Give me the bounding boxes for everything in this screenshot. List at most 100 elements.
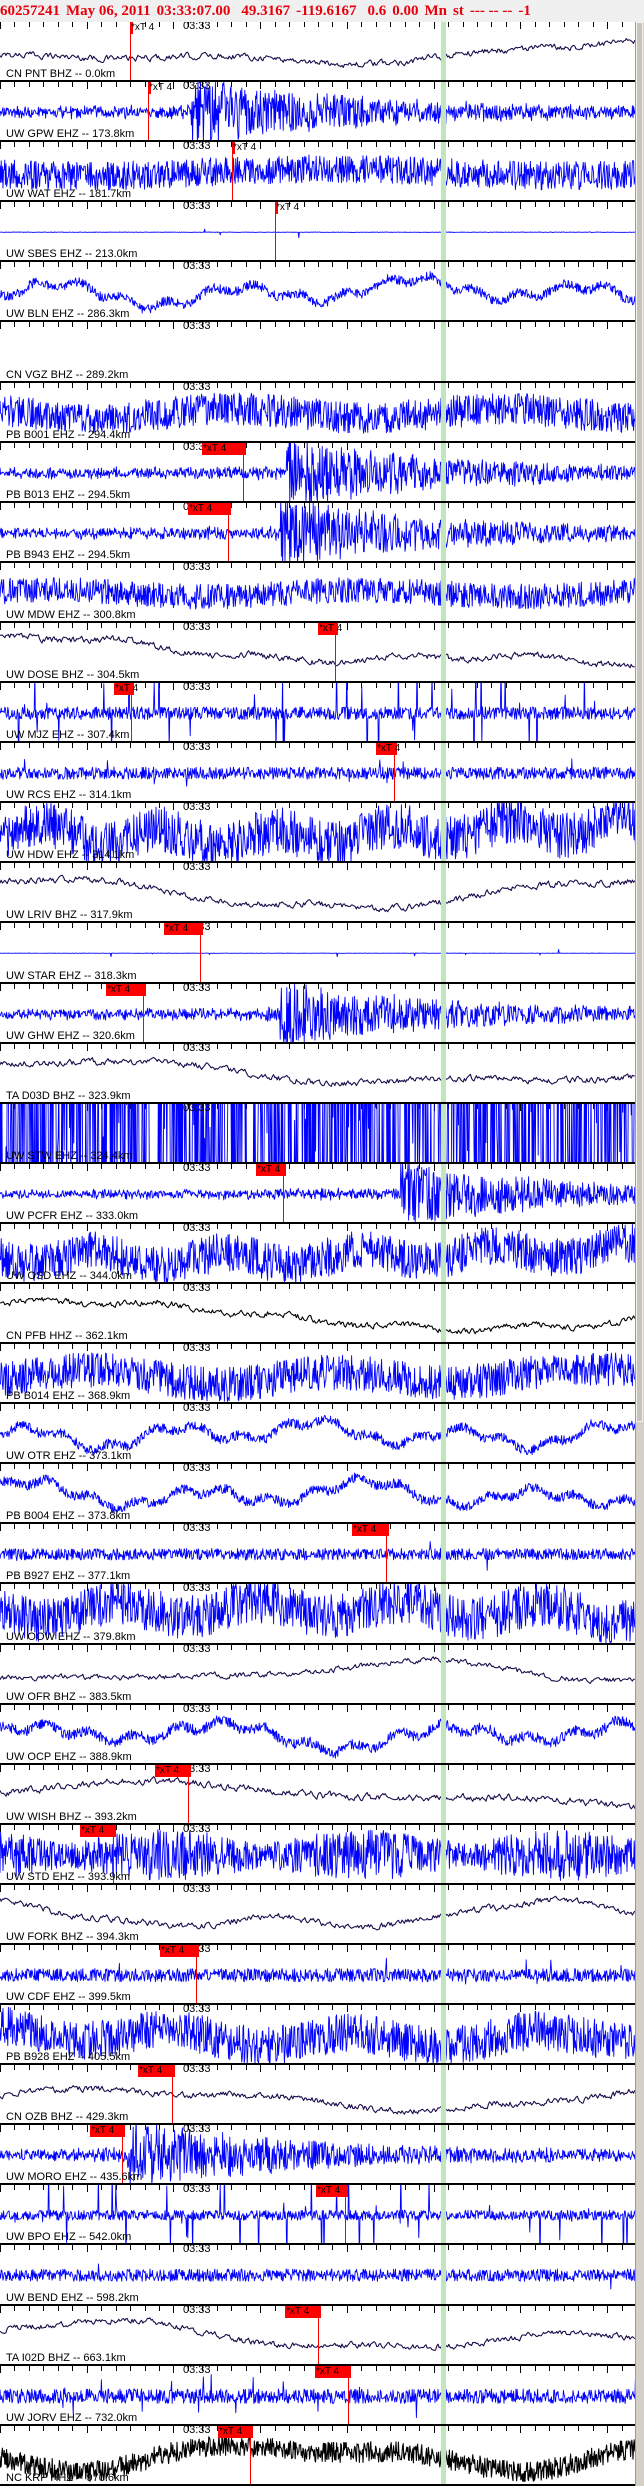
phase-pick-tag[interactable]: *xT 4 (80, 1824, 116, 1837)
trace-panel[interactable]: 03:33 *xT 4 UW BPO EHZ -- 542.0km (0, 2185, 636, 2246)
trace-panel[interactable]: 03:33 UW OCP EHZ -- 388.9km (0, 1704, 636, 1765)
phase-pick-tag[interactable]: *xT 4 (232, 142, 257, 155)
trace-panel[interactable]: 03:33 PB B014 EHZ -- 368.9km (0, 1344, 636, 1405)
phase-pick-line[interactable] (394, 743, 395, 802)
vertical-scrollbar[interactable] (635, 22, 644, 2486)
phase-pick-tag[interactable]: *xT 4 (130, 22, 155, 34)
trace-panel[interactable]: 03:33 UW BEND EHZ -- 598.2km (0, 2245, 636, 2306)
trace-panel[interactable]: 03:33 *xT 4 UW STD EHZ -- 393.9km (0, 1824, 636, 1885)
phase-pick-tag[interactable]: *xT 4 (318, 622, 343, 635)
phase-pick-tag[interactable]: *xT 4 (90, 2125, 125, 2138)
phase-pick-tag[interactable]: *xT 4 (316, 2185, 348, 2198)
trace-panel[interactable]: 03:33 *xT 4 UW SBES EHZ -- 213.0km (0, 202, 636, 263)
trace-panel[interactable]: 03:33 *xT 4 NC KRP HHZ -- 970.6km (0, 2425, 636, 2486)
axis-tick (116, 562, 117, 568)
trace-panel[interactable]: 03:33 UW LRIV BHZ -- 317.9km (0, 863, 636, 924)
trace-panel[interactable]: 03:33 *xT 4 UW WISH BHZ -- 393.2km (0, 1764, 636, 1825)
phase-pick-tag[interactable]: *xT 4 (275, 202, 300, 215)
phase-pick-tag[interactable]: *xT 4 (114, 683, 139, 696)
phase-pick-line[interactable] (172, 2065, 173, 2124)
phase-pick-tag[interactable]: *xT 4 (202, 442, 246, 455)
phase-pick-line[interactable] (113, 1824, 114, 1883)
phase-pick-line[interactable] (275, 202, 276, 261)
phase-pick-line[interactable] (130, 22, 131, 81)
axis-tick (448, 1764, 449, 1770)
trace-panel[interactable]: 03:33 *xT 4 PB B013 EHZ -- 294.5km (0, 442, 636, 503)
phase-pick-line[interactable] (200, 923, 201, 982)
phase-pick-line[interactable] (131, 683, 132, 742)
phase-pick-tag[interactable]: *xT 4 (218, 2425, 253, 2438)
phase-pick-tag[interactable]: *xT 4 (138, 2065, 175, 2078)
trace-panel[interactable]: 03:33 UW HDW EHZ -- 314.1km (0, 803, 636, 864)
trace-panel[interactable]: 03:33 TA D03D BHZ -- 323.9km (0, 1043, 636, 1104)
axis-tick (607, 622, 608, 630)
trace-panel[interactable]: 03:33 *xT 4 PB B927 EHZ -- 377.1km (0, 1524, 636, 1585)
phase-pick-line[interactable] (232, 142, 233, 201)
axis-tick (217, 1945, 218, 1950)
trace-panel[interactable]: 03:33 UW STW EHZ -- 324.4km (0, 1103, 636, 1164)
phase-pick-tag[interactable]: *xT 4 (106, 983, 146, 996)
trace-panel[interactable]: 03:33 UW OFR BHZ -- 383.5km (0, 1644, 636, 1705)
phase-pick-tag[interactable]: *xT 4 (285, 2305, 321, 2318)
phase-pick-line[interactable] (318, 2305, 319, 2364)
phase-pick-line[interactable] (386, 1524, 387, 1583)
axis-tick (622, 923, 623, 929)
trace-panel[interactable]: 03:33*xT 4UW CDF EHZ -- 399.5km (0, 1945, 636, 2006)
axis-tick (564, 1584, 565, 1590)
phase-pick-line[interactable] (335, 622, 336, 682)
trace-panel[interactable]: 03:33 *xT 4 UW PCFR EHZ -- 333.0km (0, 1163, 636, 1224)
trace-panel[interactable]: 03:33 UW BLN EHZ -- 286.3km (0, 262, 636, 323)
phase-pick-line[interactable] (228, 502, 229, 561)
phase-pick-line[interactable] (345, 2185, 346, 2244)
trace-panel[interactable]: 03:33 *xT 4 UW DOSE BHZ -- 304.5km (0, 622, 636, 684)
phase-pick-tag[interactable]: *xT 4 (155, 1764, 191, 1777)
trace-panel[interactable]: 03:33 *xT 4 UW WAT EHZ -- 181.7km (0, 142, 636, 203)
trace-panel[interactable]: 03:33 PB B928 EHZ -- 405.5km (0, 2005, 636, 2066)
trace-panel[interactable]: 03:33 *xT 4 TA I02D BHZ -- 663.1km (0, 2305, 636, 2366)
phase-pick-tag[interactable]: *xT 4 (160, 1945, 199, 1957)
trace-panel[interactable]: 03:33 *xT 4 UW JORV EHZ -- 732.0km (0, 2365, 636, 2426)
phase-pick-line[interactable] (122, 2125, 123, 2184)
phase-pick-line[interactable] (196, 1945, 197, 2004)
trace-panel[interactable]: 03:33 *xT 4 UW GHW EHZ -- 320.6km (0, 983, 636, 1044)
scrollbar-thumb[interactable] (636, 22, 643, 1422)
trace-panel[interactable]: 03:33 UW OTR EHZ -- 373.1km (0, 1404, 636, 1465)
trace-panel[interactable]: 03:33 UW OSD EHZ -- 344.0km (0, 1223, 636, 1284)
phase-pick-tag[interactable]: *xT 4 (256, 1163, 286, 1176)
trace-panel[interactable]: 03:33*xT 4PB B943 EHZ -- 294.5km (0, 502, 636, 563)
axis-tick (376, 382, 377, 388)
phase-pick-tag[interactable]: *xT 4 (315, 2365, 351, 2378)
phase-pick-line[interactable] (348, 2365, 349, 2424)
trace-panel[interactable]: 03:33 *xT 4 UW MJZ EHZ -- 307.4km (0, 683, 636, 744)
trace-panel[interactable]: 03:33 *xT 4 UW GPW EHZ -- 173.8km (0, 82, 636, 143)
trace-panel[interactable]: 03:33 CN VGZ BHZ -- 289.2km (0, 322, 636, 383)
axis-tick (622, 142, 623, 148)
phase-pick-tag[interactable]: *xT 4 (188, 502, 231, 515)
phase-pick-tag[interactable]: *xT 4 (148, 82, 173, 95)
trace-panel[interactable]: 03:33 *xT 4 CN OZB BHZ -- 429.3km (0, 2065, 636, 2126)
phase-pick-line[interactable] (250, 2425, 251, 2484)
phase-pick-line[interactable] (143, 983, 144, 1042)
trace-panel[interactable]: 03:33 PB B004 EHZ -- 373.8km (0, 1464, 636, 1525)
trace-panel[interactable]: 03:33 *xT 4 UW MORO EHZ -- 435.6km (0, 2125, 636, 2186)
trace-panel[interactable]: 03:33*xT 4UW STAR EHZ -- 318.3km (0, 923, 636, 984)
phase-pick-line[interactable] (148, 82, 149, 141)
phase-pick-tag[interactable]: *xT 4 (352, 1524, 389, 1537)
phase-pick-tag[interactable]: *xT 4 (164, 923, 203, 936)
trace-panel[interactable]: 03:33 CN PFB HHZ -- 362.1km (0, 1283, 636, 1345)
trace-panel[interactable]: 03:33 *xT 4 CN PNT BHZ -- 0.0km (0, 22, 636, 83)
axis-tick (448, 1704, 449, 1710)
axis-tick (101, 683, 102, 689)
phase-pick-line[interactable] (188, 1764, 189, 1823)
axis-tick (549, 382, 550, 388)
trace-panel[interactable]: 03:33 UW FORK BHZ -- 394.3km (0, 1884, 636, 1945)
axis-tick (463, 743, 464, 749)
trace-panel[interactable]: 03:33 *xT 4 UW RCS EHZ -- 314.1km (0, 743, 636, 804)
trace-panel[interactable]: 03:33 UW MDW EHZ -- 300.8km (0, 562, 636, 623)
phase-pick-line[interactable] (243, 442, 244, 501)
phase-pick-tag[interactable]: *xT 4 (376, 743, 401, 756)
trace-panel[interactable]: 03:33 PB B001 EHZ -- 294.4km (0, 382, 636, 443)
trace-panel[interactable]: 03:33 UW OOW EHZ -- 379.8km (0, 1584, 636, 1645)
phase-pick-line[interactable] (283, 1163, 284, 1222)
